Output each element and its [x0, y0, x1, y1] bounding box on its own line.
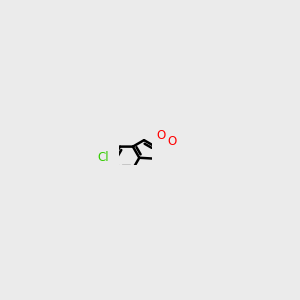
- Text: Cl: Cl: [98, 151, 109, 164]
- Text: O: O: [156, 129, 166, 142]
- Text: O: O: [167, 134, 177, 148]
